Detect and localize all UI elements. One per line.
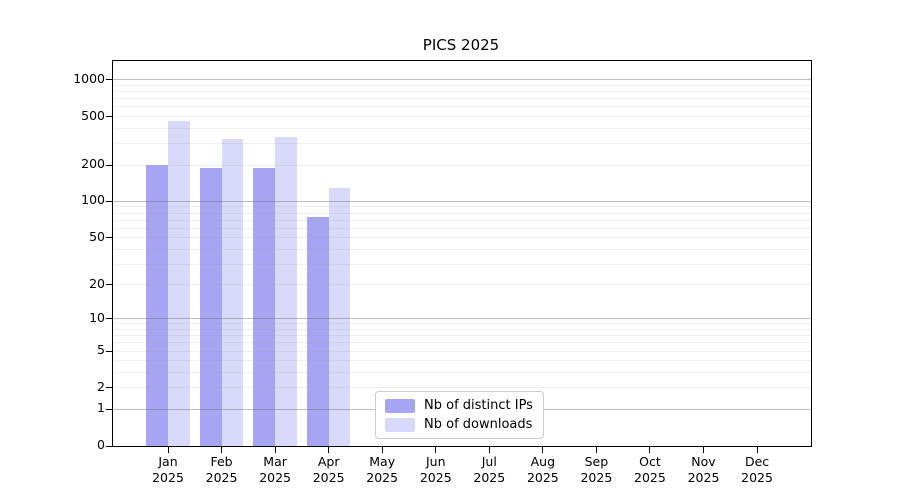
x-tick-month: Jun: [425, 454, 446, 469]
legend-swatch: [385, 398, 415, 413]
y-tick-label: 500: [81, 107, 105, 123]
x-tick-year: 2025: [152, 470, 184, 485]
x-tick-label: Aug 2025: [503, 454, 583, 486]
y-tick-mark: [106, 408, 112, 410]
x-tick-mark: [649, 447, 651, 453]
legend-swatch: [385, 417, 415, 432]
y-tick-label: 50: [89, 228, 105, 244]
x-tick-label: Jun 2025: [396, 454, 476, 486]
x-tick-label: Oct 2025: [610, 454, 690, 486]
y-tick-mark: [106, 387, 112, 389]
y-gridline-minor: [113, 143, 811, 145]
x-tick-year: 2025: [580, 470, 613, 485]
plot-area: Jan 2025 Feb 2025 Mar 2025 Apr 2025 May 2025 Jun 20…: [106, 60, 812, 485]
x-tick-mark: [381, 447, 383, 453]
x-tick-label: Mar 2025: [235, 454, 315, 486]
legend-label: Nb of downloads: [424, 417, 533, 432]
bar-distinct-ips: [146, 165, 168, 446]
y-tick-mark: [106, 350, 112, 352]
y-gridline-minor: [113, 116, 811, 118]
x-tick-month: Dec: [744, 454, 770, 469]
bar-distinct-ips: [306, 217, 329, 446]
x-tick-mark: [328, 447, 330, 453]
legend-row: Nb of distinct IPs: [385, 398, 533, 413]
legend-row: Nb of downloads: [385, 417, 533, 432]
y-gridline-major: [113, 79, 811, 81]
x-tick-month: Nov: [691, 454, 716, 469]
x-tick-year: 2025: [473, 470, 506, 485]
y-gridline-minor: [113, 91, 811, 93]
y-gridline-minor: [113, 164, 811, 166]
x-tick-month: Mar: [263, 454, 287, 469]
bar-downloads: [275, 137, 297, 446]
y-tick-mark: [106, 445, 112, 447]
x-tick-year: 2025: [741, 470, 773, 485]
y-tick-mark: [106, 116, 112, 118]
bar-downloads: [168, 121, 190, 446]
y-tick-mark: [106, 237, 112, 239]
bar-downloads: [328, 187, 351, 446]
x-tick-month: Oct: [639, 454, 661, 469]
x-tick-mark: [274, 447, 276, 453]
x-tick-mark: [488, 447, 490, 453]
x-tick-label: Sep 2025: [556, 454, 636, 486]
x-tick-month: Jul: [481, 454, 497, 469]
x-tick-mark: [756, 447, 758, 453]
x-tick-month: Jan: [158, 454, 178, 469]
y-tick-label: 1: [97, 400, 105, 416]
x-tick-mark: [703, 447, 704, 453]
x-tick-label: Jul 2025: [449, 454, 529, 486]
x-tick-year: 2025: [259, 470, 291, 485]
y-gridline-minor: [113, 127, 811, 129]
y-tick-label: 20: [89, 275, 105, 291]
x-tick-year: 2025: [205, 470, 238, 485]
x-tick-label: Feb 2025: [182, 454, 262, 486]
x-tick-month: Sep: [584, 454, 609, 469]
y-tick-mark: [106, 284, 112, 286]
x-tick-label: Apr 2025: [289, 454, 369, 486]
y-tick-label: 100: [81, 192, 105, 208]
x-tick-label: Jan 2025: [128, 454, 208, 486]
y-tick-mark: [106, 79, 112, 81]
y-tick-label: 5: [97, 342, 105, 358]
legend: Nb of distinct IPs Nb of downloads: [375, 391, 544, 439]
y-tick-label: 2: [97, 378, 105, 394]
x-tick-year: 2025: [312, 470, 345, 485]
y-tick-label: 10: [89, 309, 105, 325]
x-tick-mark: [167, 447, 169, 453]
x-tick-month: Feb: [210, 454, 233, 469]
y-tick-label: 1000: [73, 70, 105, 86]
y-tick-label: 0: [97, 437, 105, 452]
x-tick-month: Aug: [530, 454, 556, 469]
x-tick-label: Dec 2025: [717, 454, 797, 486]
x-tick-label: May 2025: [342, 454, 422, 486]
x-tick-mark: [221, 447, 223, 453]
chart-title: PICS 2025: [422, 36, 500, 54]
y-tick-mark: [106, 200, 112, 202]
bar-distinct-ips: [199, 167, 222, 446]
y-tick-mark: [106, 164, 112, 166]
x-tick-year: 2025: [687, 470, 720, 485]
x-tick-mark: [542, 447, 544, 453]
x-tick-label: Nov 2025: [664, 454, 744, 486]
x-tick-year: 2025: [366, 470, 399, 485]
x-tick-mark: [595, 447, 597, 453]
x-tick-month: Apr: [317, 454, 340, 469]
y-gridline-minor: [113, 85, 811, 86]
y-gridline-minor: [113, 98, 811, 100]
y-gridline-minor: [113, 106, 811, 108]
x-tick-mark: [435, 447, 437, 453]
y-tick-label: 200: [81, 156, 105, 171]
x-tick-year: 2025: [526, 470, 559, 485]
bar-downloads: [221, 138, 244, 446]
bar-distinct-ips: [253, 167, 276, 446]
x-tick-month: May: [369, 454, 396, 469]
legend-label: Nb of distinct IPs: [424, 398, 533, 413]
x-tick-year: 2025: [419, 470, 452, 485]
y-tick-mark: [106, 318, 112, 320]
x-tick-year: 2025: [634, 470, 666, 485]
